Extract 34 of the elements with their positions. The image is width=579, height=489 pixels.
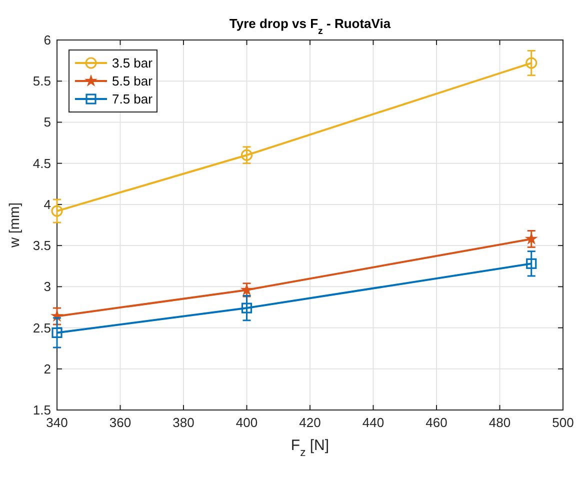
x-tick-label: 440 (362, 415, 384, 430)
x-tick-label: 400 (236, 415, 258, 430)
y-tick-label: 5 (44, 114, 51, 130)
x-tick-label: 460 (426, 415, 448, 430)
x-tick-label: 340 (46, 415, 68, 430)
y-tick-label: 2 (44, 361, 51, 376)
legend-label: 3.5 bar (112, 56, 154, 70)
x-tick-label: 480 (488, 415, 511, 430)
y-tick-label: 4 (44, 196, 51, 212)
chart-title: Tyre drop vs F$_{z}$ - RuotaVia (229, 16, 392, 36)
y-tick-label: 3 (44, 279, 51, 294)
point (526, 233, 537, 244)
y-tick-label: 3.5 (32, 238, 51, 254)
point (526, 258, 537, 269)
x-axis-title: F$_{z}$ [N] (290, 437, 330, 459)
legend-label: 5.5 bar (112, 74, 154, 88)
point (241, 284, 252, 295)
y-axis-title: w [mm] (6, 202, 22, 249)
x-tick-label: 380 (172, 415, 194, 430)
y-tick-label: 5.5 (32, 74, 51, 89)
point (526, 57, 538, 69)
x-tick-label: 500 (552, 415, 574, 430)
point (241, 302, 252, 314)
y-tick-label: 1.5 (32, 402, 51, 418)
legend-label: 7.5 bar (112, 92, 154, 106)
y-tick-label: 2.5 (32, 320, 51, 336)
y-tick-label: 4.5 (32, 156, 51, 171)
point (51, 205, 63, 217)
point (52, 310, 62, 321)
y-tick-label: 6 (44, 32, 51, 48)
point (52, 327, 62, 338)
x-tick-label: 420 (299, 415, 321, 430)
point (240, 149, 253, 161)
x-tick-label: 360 (109, 415, 132, 430)
